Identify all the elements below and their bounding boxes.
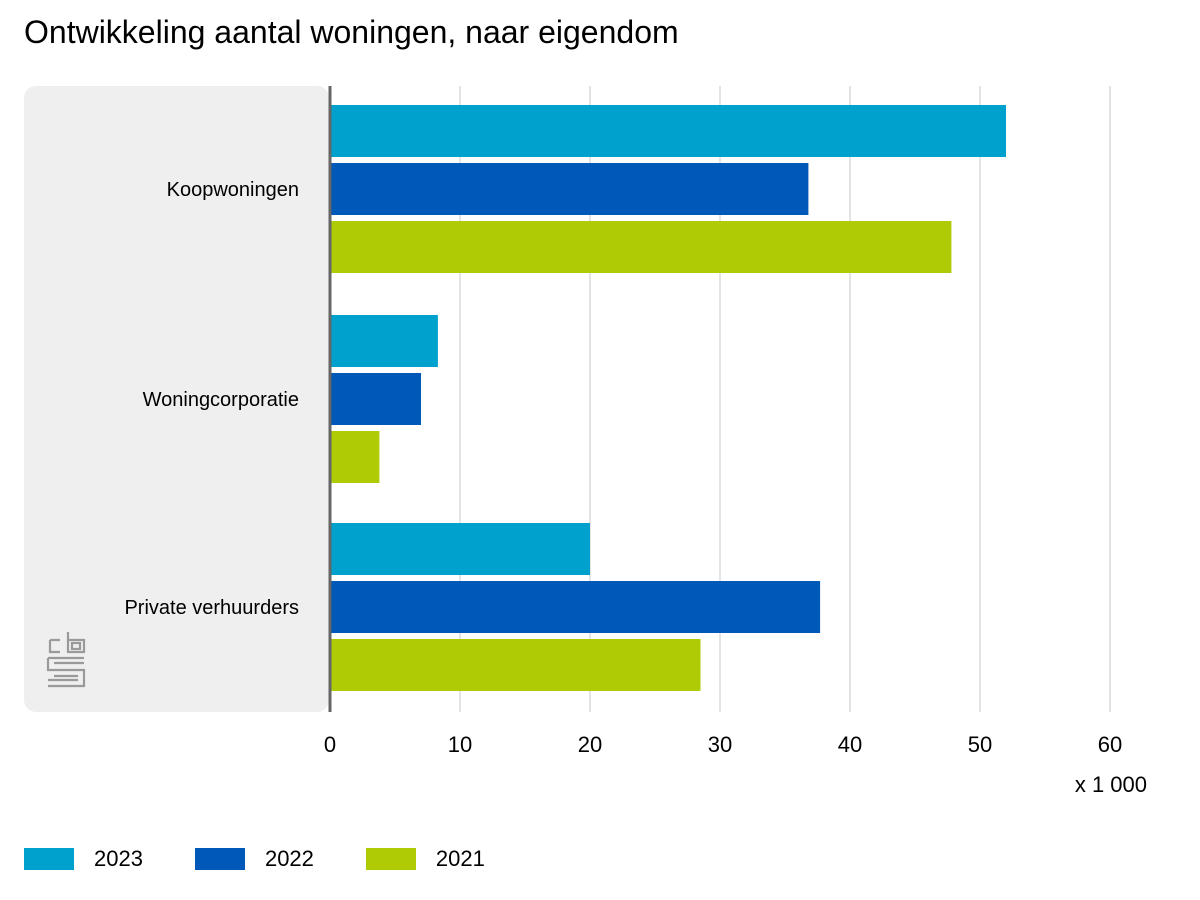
legend: 2023 2022 2021: [24, 846, 537, 872]
legend-swatch: [365, 848, 416, 870]
category-label: Woningcorporatie: [143, 389, 299, 411]
legend-label: 2022: [264, 846, 314, 871]
category-label: Private verhuurders: [124, 597, 299, 619]
x-tick-label: 60: [1098, 732, 1122, 757]
x-tick-label: 50: [968, 732, 992, 757]
bar-2022-2: [331, 581, 821, 633]
legend-label: 2021: [435, 846, 485, 871]
bar-2022-1: [331, 373, 421, 425]
cbs-logo: [46, 632, 86, 688]
bar-2022-0: [331, 163, 809, 215]
legend-label: 2023: [94, 846, 143, 871]
x-tick-label: 10: [448, 732, 472, 757]
legend-item-2021: 2021: [365, 846, 485, 872]
legend-swatch: [24, 848, 74, 870]
bar-2021-2: [331, 639, 701, 691]
bar-2021-0: [331, 221, 952, 273]
category-panel: [24, 86, 329, 712]
bar-2021-1: [331, 431, 380, 483]
x-tick-label: 0: [324, 732, 336, 757]
x-tick-label: 20: [578, 732, 602, 757]
legend-swatch: [194, 848, 245, 870]
category-label: Koopwoningen: [167, 179, 299, 201]
x-tick-label: 30: [708, 732, 732, 757]
chart-title: Ontwikkeling aantal woningen, naar eigen…: [24, 14, 679, 50]
x-tick-label: 40: [838, 732, 862, 757]
legend-item-2022: 2022: [194, 846, 314, 872]
bar-2023-0: [331, 105, 1006, 157]
legend-item-2023: 2023: [24, 846, 143, 872]
x-tick-labels: 0 10 20 30 40 50 60: [324, 732, 1122, 757]
bar-2023-1: [331, 315, 438, 367]
bar-2023-2: [331, 523, 590, 575]
unit-label: x 1 000: [1075, 772, 1147, 797]
bars: [331, 105, 1006, 691]
category-labels: Koopwoningen Woningcorporatie Private verh…: [124, 179, 299, 619]
